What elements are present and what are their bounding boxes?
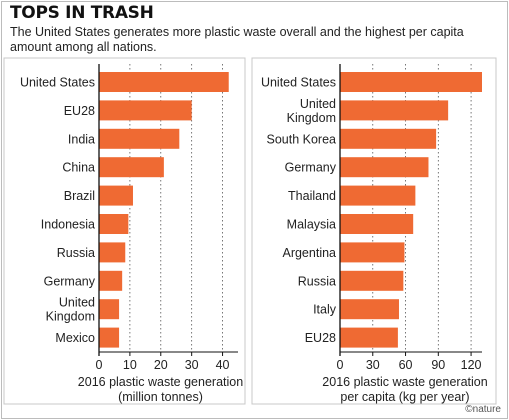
category-label: United: [300, 97, 336, 111]
category-label: EU28: [305, 331, 336, 345]
category-label: Kingdom: [46, 310, 95, 324]
category-label: South Korea: [267, 132, 337, 146]
x-tick-label: 0: [337, 358, 344, 372]
category-label: United: [59, 296, 95, 310]
bar-germany: [340, 157, 429, 178]
x-axis-label: per capita (kg per year): [340, 390, 469, 404]
x-axis-label: 2016 plastic waste generation: [78, 375, 243, 389]
category-label: Germany: [285, 161, 337, 175]
category-label: Indonesia: [41, 218, 95, 232]
bar-russia: [99, 242, 126, 263]
bar-united-kingdom: [99, 299, 120, 320]
bar-russia: [340, 270, 404, 291]
x-axis-label: 2016 plastic waste generation: [322, 375, 487, 389]
bar-united-kingdom: [340, 100, 449, 121]
bar-thailand: [340, 185, 416, 206]
bar-mexico: [99, 327, 120, 348]
x-tick-label: 40: [216, 358, 230, 372]
category-label: Brazil: [64, 189, 95, 203]
category-label: Italy: [313, 303, 337, 317]
category-label: China: [62, 161, 95, 175]
bar-united-states: [99, 72, 229, 92]
bar-germany: [99, 270, 123, 291]
category-label: Kingdom: [287, 111, 336, 125]
category-label: Thailand: [288, 189, 336, 203]
category-label: Mexico: [55, 331, 95, 345]
x-tick-label: 20: [154, 358, 168, 372]
x-axis-label: (million tonnes): [118, 390, 203, 404]
bar-malaysia: [340, 214, 414, 234]
bar-south-korea: [340, 128, 437, 149]
x-tick-label: 0: [96, 358, 103, 372]
bar-china: [99, 157, 164, 178]
bar-eu28: [99, 100, 192, 121]
figure-title: TOPS IN TRASH: [10, 3, 154, 23]
bar-indonesia: [99, 214, 129, 234]
category-label: India: [68, 132, 95, 146]
bar-eu28: [340, 327, 398, 348]
chart-panel-total: United States EU28 India China Brazil Indones…: [3, 57, 246, 405]
bar-italy: [340, 299, 399, 320]
category-label: United States: [20, 76, 95, 90]
nature-credit: ©nature: [465, 404, 501, 415]
x-tick-label: 120: [461, 358, 482, 372]
category-label: Malaysia: [287, 218, 336, 232]
category-label: Argentina: [282, 246, 336, 260]
bar-united-states: [340, 72, 482, 92]
category-label: Germany: [44, 274, 96, 288]
category-label: Russia: [57, 246, 95, 260]
x-tick-label: 30: [185, 358, 199, 372]
bar-argentina: [340, 242, 405, 263]
category-label: Russia: [298, 274, 336, 288]
figure-subtitle: The United States generates more plastic…: [10, 25, 464, 54]
category-label: EU28: [64, 104, 95, 118]
x-tick-label: 60: [399, 358, 413, 372]
x-tick-label: 10: [123, 358, 137, 372]
bar-india: [99, 128, 180, 149]
x-tick-label: 90: [431, 358, 445, 372]
category-label: United States: [261, 76, 336, 90]
bar-brazil: [99, 185, 133, 206]
x-tick-label: 30: [366, 358, 380, 372]
